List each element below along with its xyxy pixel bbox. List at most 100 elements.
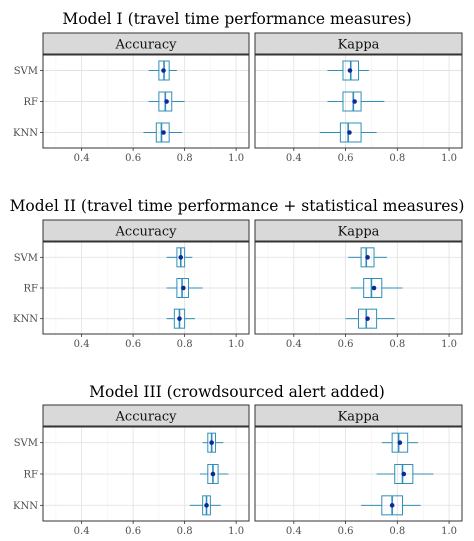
facet-strip	[42, 404, 250, 427]
facet-label: Kappa	[338, 38, 380, 53]
mean-point	[401, 471, 407, 477]
category-label: SVM	[14, 438, 38, 449]
box-iqr	[391, 432, 409, 453]
x-tick-label: 0.6	[125, 526, 141, 537]
x-tick-label: 0.4	[74, 153, 90, 164]
x-tick-label: 0.4	[286, 339, 302, 350]
mean-point	[164, 99, 169, 104]
mean-point	[371, 285, 377, 291]
facet-label: Accuracy	[115, 410, 178, 425]
mean-point	[210, 471, 216, 477]
boxplot-knn	[361, 495, 421, 516]
x-tick-label: 0.4	[286, 526, 302, 537]
x-tick-label: 1.0	[228, 526, 244, 537]
mean-point	[365, 255, 370, 260]
chart-title: Model II (travel time performance + stat…	[10, 197, 465, 215]
mean-point	[209, 440, 214, 445]
mean-point	[347, 130, 352, 135]
facet-strip	[42, 32, 250, 55]
x-tick-label: 0.4	[74, 526, 90, 537]
mean-point	[389, 503, 395, 508]
panel-border	[254, 54, 463, 149]
x-tick-label: 1.0	[228, 339, 244, 350]
x-tick-label: 0.8	[177, 339, 193, 350]
facet-label: Accuracy	[115, 38, 178, 53]
model-1-block: Model I (travel time performance measure…	[13, 10, 463, 164]
mean-point	[365, 316, 370, 321]
model-3-block: Model III (crowdsourced alert added) Accu…	[13, 383, 463, 537]
x-tick-label: 0.8	[177, 526, 193, 537]
x-tick-label: 0.6	[125, 153, 141, 164]
panel-accuracy: Accuracy 0.4 0.6 0.8 1.0 SVM RF KNN	[13, 32, 250, 164]
mean-point	[397, 440, 403, 445]
mean-point	[181, 285, 186, 291]
x-tick-label: 0.4	[74, 339, 90, 350]
facet-strip	[254, 219, 463, 242]
boxplot-rf	[350, 278, 403, 298]
boxplot-svm	[202, 432, 224, 453]
boxplot-svm	[381, 432, 419, 453]
x-tick-label: 0.8	[389, 153, 405, 164]
chart-title: Model I (travel time performance measure…	[62, 10, 411, 28]
mean-point	[161, 68, 166, 73]
facet-label: Kappa	[338, 410, 380, 425]
boxplot-rf	[327, 91, 385, 112]
category-label: SVM	[14, 66, 38, 77]
boxplot-rf	[200, 464, 229, 484]
chart-title: Model III (crowdsourced alert added)	[89, 383, 385, 401]
boxplot-rf	[376, 464, 434, 484]
box-iqr	[363, 278, 383, 298]
category-label: KNN	[13, 501, 38, 512]
facet-strip	[254, 32, 463, 55]
boxplot-knn	[166, 308, 195, 329]
box-iqr	[358, 308, 378, 329]
category-label: KNN	[13, 314, 38, 325]
mean-point	[178, 255, 184, 260]
box-iqr	[342, 91, 362, 112]
x-tick-label: 0.6	[338, 153, 354, 164]
boxplot-svm	[148, 60, 177, 81]
mean-point	[352, 99, 357, 104]
x-tick-label: 0.8	[389, 526, 405, 537]
boxplot-knn	[345, 308, 395, 329]
boxplot-knn	[143, 122, 183, 143]
panel-border	[254, 241, 463, 335]
mean-point	[347, 68, 353, 73]
x-tick-label: 1.0	[441, 339, 457, 350]
x-tick-label: 0.8	[389, 339, 405, 350]
model-2-block: Model II (travel time performance + stat…	[10, 197, 465, 350]
boxplot-svm	[166, 247, 193, 268]
box-iqr	[394, 464, 414, 484]
facet-label: Accuracy	[115, 225, 178, 240]
panel-kappa: Kappa 0.4 0.6 0.8 1.0	[254, 32, 463, 164]
facet-label: Kappa	[338, 225, 380, 240]
x-tick-label: 0.6	[125, 339, 141, 350]
boxplot-knn	[319, 122, 377, 143]
facet-strip	[42, 219, 250, 242]
panel-kappa: Kappa 0.4 0.6 0.8 1.0	[254, 404, 463, 537]
mean-point	[204, 503, 209, 508]
category-label: KNN	[13, 128, 38, 139]
panel-accuracy: Accuracy 0.4 0.6 0.8 1.0 SVM RF KNN	[13, 219, 250, 350]
x-tick-label: 1.0	[441, 526, 457, 537]
category-label: SVM	[14, 253, 38, 264]
category-label: RF	[24, 284, 39, 295]
x-tick-label: 0.6	[338, 339, 354, 350]
boxplot-svm	[348, 247, 387, 268]
panel-kappa: Kappa 0.4 0.6 0.8 1.0	[254, 219, 463, 350]
x-tick-label: 0.6	[338, 526, 354, 537]
box-iqr	[360, 247, 375, 268]
x-tick-label: 0.8	[177, 153, 193, 164]
panel-border	[254, 426, 463, 522]
box-iqr	[339, 122, 362, 143]
facet-strip	[254, 404, 463, 427]
panel-accuracy: Accuracy 0.4 0.6 0.8 1.0 SVM RF KNN	[13, 404, 250, 537]
box-iqr	[155, 122, 170, 143]
mean-point	[161, 130, 166, 135]
boxplot-rf	[148, 91, 185, 112]
boxplot-rf	[166, 278, 203, 298]
x-tick-label: 1.0	[228, 153, 244, 164]
x-tick-label: 0.4	[286, 153, 302, 164]
x-tick-label: 1.0	[441, 153, 457, 164]
